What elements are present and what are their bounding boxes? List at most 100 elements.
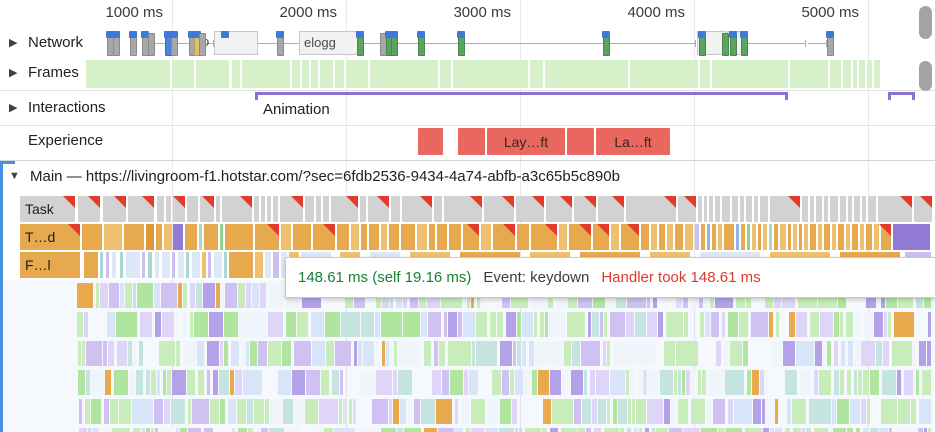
task-bar[interactable] [914, 196, 932, 222]
layout-shift-block[interactable]: Lay…ft [487, 128, 565, 155]
flame-bar[interactable] [340, 370, 343, 395]
timer-bar[interactable] [82, 224, 102, 250]
flame-bar[interactable] [535, 341, 550, 366]
flame-bar[interactable] [161, 428, 173, 432]
flame-bar[interactable] [490, 312, 496, 337]
task-bar[interactable] [740, 196, 744, 222]
flame-bar[interactable] [647, 399, 663, 424]
flame-bar[interactable] [713, 399, 725, 424]
flame-bar[interactable] [827, 341, 831, 366]
task-bar[interactable] [166, 196, 171, 222]
task-bar[interactable] [78, 196, 100, 222]
flame-bar[interactable] [847, 370, 851, 395]
task-bar[interactable] [222, 196, 252, 222]
flame-bar[interactable] [550, 370, 561, 395]
flame-bar[interactable] [578, 428, 585, 432]
flame-bar[interactable] [455, 428, 463, 432]
timer-bar[interactable] [199, 224, 202, 250]
flame-bar[interactable] [664, 399, 670, 424]
flame-bar[interactable] [635, 312, 646, 337]
flame-bar[interactable] [221, 283, 224, 308]
flame-bar[interactable] [250, 312, 267, 337]
flame-bar[interactable] [814, 428, 828, 432]
flame-bar[interactable] [698, 370, 701, 395]
flame-bar[interactable] [237, 399, 246, 424]
timer-bar[interactable] [651, 224, 657, 250]
flame-bar[interactable] [603, 341, 606, 366]
timer-bar[interactable] [146, 224, 154, 250]
timer-bar[interactable] [695, 224, 699, 250]
flame-bar[interactable] [517, 312, 521, 337]
flame-bar[interactable] [196, 283, 202, 308]
flame-bar[interactable] [584, 370, 587, 395]
flame-bar[interactable] [82, 341, 85, 366]
flame-bar[interactable] [192, 399, 209, 424]
flame-bar[interactable] [728, 312, 738, 337]
flame-bar[interactable] [231, 341, 239, 366]
flame-bar[interactable] [455, 399, 458, 424]
flame-bar[interactable] [864, 312, 873, 337]
function-bar[interactable] [229, 252, 253, 278]
flame-bar[interactable] [341, 312, 360, 337]
flame-bar[interactable] [510, 370, 514, 395]
flame-bar[interactable] [840, 312, 843, 337]
flame-bar[interactable] [326, 341, 334, 366]
flame-bar[interactable] [770, 428, 774, 432]
flame-bar[interactable] [785, 370, 797, 395]
flame-bar[interactable] [634, 428, 638, 432]
flame-bar[interactable] [171, 399, 185, 424]
flame-bar[interactable] [543, 399, 551, 424]
function-bar[interactable] [255, 252, 263, 278]
flame-bar[interactable] [230, 370, 234, 395]
timer-bar[interactable] [701, 224, 705, 250]
flame-bar[interactable] [634, 341, 655, 366]
flame-bar[interactable] [574, 399, 581, 424]
frame-segment[interactable] [440, 60, 451, 88]
flame-bar[interactable] [725, 370, 744, 395]
function-bar[interactable] [106, 252, 109, 278]
task-bar[interactable] [698, 196, 702, 222]
flame-bar[interactable] [343, 399, 346, 424]
flame-bar[interactable] [319, 399, 338, 424]
flame-bar[interactable] [450, 370, 463, 395]
task-bar[interactable] [391, 196, 400, 222]
flame-bar[interactable] [154, 399, 163, 424]
flame-bar[interactable] [225, 283, 237, 308]
timer-bar[interactable] [659, 224, 665, 250]
timer-bar[interactable] [493, 224, 515, 250]
flame-bar[interactable] [102, 428, 111, 432]
frame-segment[interactable] [86, 60, 170, 88]
function-bar[interactable] [84, 252, 98, 278]
flame-bar[interactable] [879, 428, 888, 432]
timer-bar[interactable] [569, 224, 591, 250]
flame-bar[interactable] [701, 428, 717, 432]
timer-bar[interactable] [313, 224, 335, 250]
function-bar[interactable] [178, 252, 184, 278]
flame-bar[interactable] [542, 428, 547, 432]
flame-bar[interactable] [604, 312, 607, 337]
task-bar[interactable] [760, 196, 768, 222]
flame-bar[interactable] [294, 399, 304, 424]
flame-bar[interactable] [175, 312, 178, 337]
timer-bar[interactable] [763, 224, 767, 250]
flame-bar[interactable] [728, 399, 733, 424]
timer-bar[interactable] [774, 224, 778, 250]
timer-bar[interactable] [685, 224, 693, 250]
flame-bar[interactable] [888, 312, 891, 337]
flame-bar[interactable] [898, 399, 910, 424]
flame-bar[interactable] [268, 312, 283, 337]
timer-bar[interactable] [429, 224, 435, 250]
timer-bar[interactable] [879, 224, 891, 250]
flame-bar[interactable] [884, 312, 887, 337]
flame-bar[interactable] [502, 370, 509, 395]
flame-bar[interactable] [552, 399, 573, 424]
timer-bar[interactable] [675, 224, 683, 250]
flame-bar[interactable] [335, 341, 351, 366]
flame-bar[interactable] [136, 370, 143, 395]
flame-bar[interactable] [691, 399, 705, 424]
function-bar[interactable] [186, 252, 189, 278]
timer-bar[interactable] [281, 224, 291, 250]
flame-bar[interactable] [517, 341, 521, 366]
flame-bar[interactable] [626, 370, 629, 395]
task-bar[interactable] [305, 196, 314, 222]
